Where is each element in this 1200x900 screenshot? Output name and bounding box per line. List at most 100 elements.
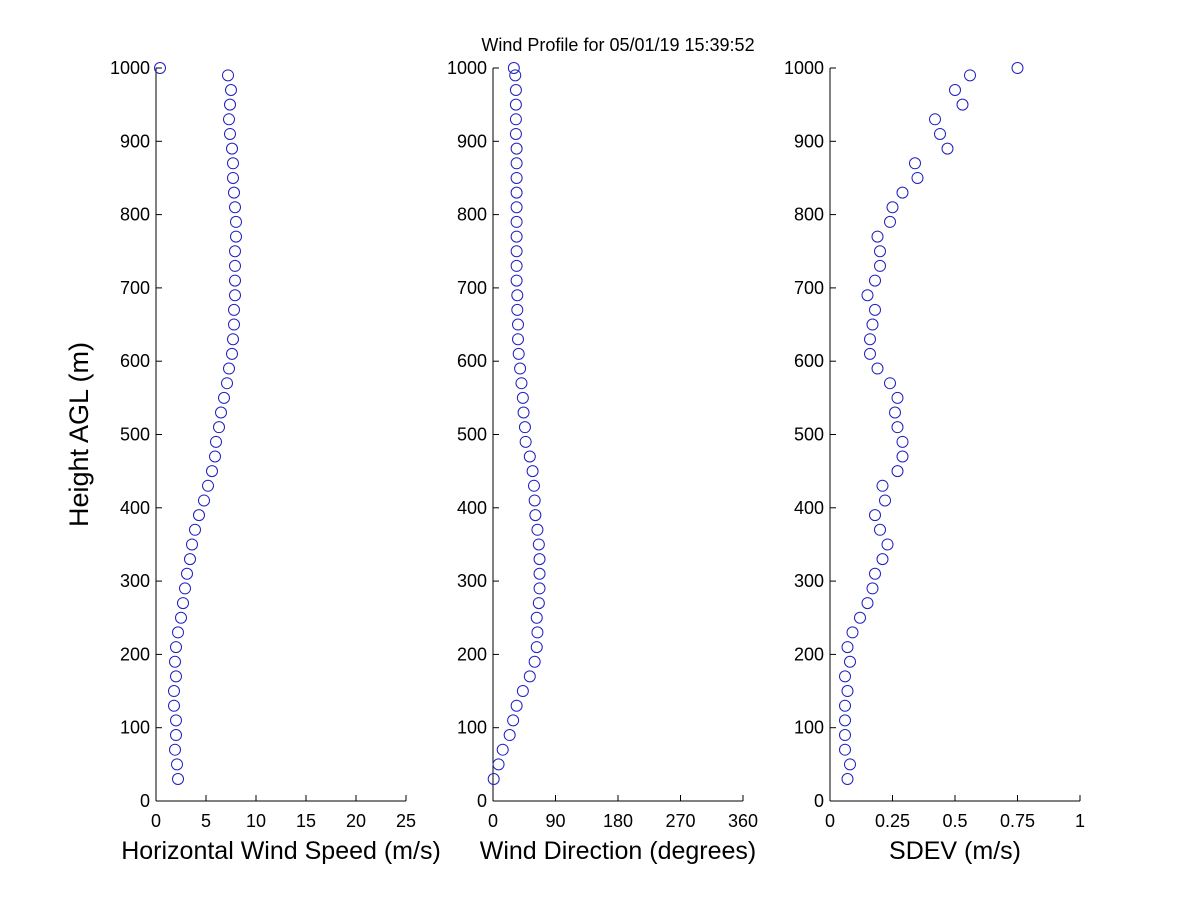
y-tick-label: 200 xyxy=(794,644,824,664)
point xyxy=(227,333,239,346)
point xyxy=(226,142,238,155)
point xyxy=(169,655,181,668)
point xyxy=(531,626,544,639)
point xyxy=(492,758,505,771)
x-tick-label: 270 xyxy=(665,811,695,831)
point xyxy=(533,553,546,566)
point xyxy=(206,465,218,478)
point xyxy=(909,157,921,170)
point xyxy=(507,62,520,74)
point xyxy=(531,523,544,536)
point xyxy=(839,743,851,756)
y-tick-label: 600 xyxy=(457,351,487,371)
point xyxy=(841,773,854,786)
y-tick-label: 200 xyxy=(120,644,150,664)
point xyxy=(518,421,531,434)
point xyxy=(866,318,879,331)
point xyxy=(510,245,523,258)
point xyxy=(510,274,523,287)
point xyxy=(869,509,881,522)
point xyxy=(879,494,891,507)
chart-title: Wind Profile for 05/01/19 15:39:52 xyxy=(481,35,754,55)
x-tick-label: 1 xyxy=(1075,811,1085,831)
point xyxy=(929,113,941,126)
point xyxy=(934,127,946,140)
point xyxy=(846,626,859,639)
y-tick-label: 1000 xyxy=(110,58,150,78)
x-tick-label: 0 xyxy=(151,811,161,831)
point xyxy=(532,538,545,551)
x-tick-label: 0 xyxy=(825,811,835,831)
point xyxy=(170,729,182,742)
point xyxy=(230,230,242,243)
point xyxy=(510,201,523,214)
point xyxy=(221,377,233,390)
point xyxy=(519,435,532,448)
point xyxy=(509,98,522,111)
point xyxy=(891,421,904,434)
point xyxy=(841,641,854,654)
y-tick-label: 0 xyxy=(140,791,150,811)
point xyxy=(154,62,166,74)
point xyxy=(891,391,904,404)
point xyxy=(510,186,523,199)
x-tick-label: 360 xyxy=(728,811,758,831)
y-tick-label: 500 xyxy=(794,425,824,445)
y-tick-label: 100 xyxy=(794,718,824,738)
point xyxy=(170,714,182,727)
point xyxy=(889,406,901,419)
point xyxy=(941,142,954,155)
point xyxy=(896,186,909,199)
point xyxy=(509,113,522,126)
point xyxy=(177,597,189,610)
point xyxy=(533,567,546,580)
x-tick-label: 0 xyxy=(488,811,498,831)
point xyxy=(839,670,851,683)
y-tick-label: 100 xyxy=(457,718,487,738)
point xyxy=(509,69,522,82)
point xyxy=(510,215,523,228)
point xyxy=(193,509,205,522)
point xyxy=(516,685,529,698)
point xyxy=(854,611,866,624)
y-tick-label: 700 xyxy=(120,278,150,298)
point xyxy=(169,743,181,756)
point xyxy=(529,509,542,522)
point xyxy=(896,435,909,448)
point xyxy=(189,523,201,536)
point xyxy=(844,655,856,668)
point xyxy=(511,303,524,316)
point xyxy=(507,714,520,727)
point xyxy=(530,611,543,624)
point xyxy=(512,333,524,346)
point xyxy=(523,670,536,683)
x-axis-label: Horizontal Wind Speed (m/s) xyxy=(121,837,441,865)
y-tick-label: 400 xyxy=(794,498,824,518)
point xyxy=(510,142,523,155)
y-tick-label: 900 xyxy=(457,131,487,151)
y-tick-label: 700 xyxy=(457,278,487,298)
point xyxy=(874,523,886,536)
point xyxy=(866,582,879,595)
y-tick-label: 800 xyxy=(120,205,150,225)
point xyxy=(516,391,529,404)
point xyxy=(530,641,543,654)
x-tick-label: 25 xyxy=(396,811,416,831)
point xyxy=(514,362,527,375)
point xyxy=(213,421,225,434)
point xyxy=(228,318,240,331)
point xyxy=(230,215,242,228)
x-tick-label: 180 xyxy=(603,811,633,831)
point xyxy=(861,597,874,610)
point xyxy=(864,347,876,360)
point xyxy=(186,538,198,551)
y-tick-label: 0 xyxy=(477,791,487,811)
point xyxy=(511,289,524,302)
point xyxy=(949,83,961,96)
point xyxy=(839,729,851,742)
y-tick-label: 600 xyxy=(794,351,824,371)
x-axis-label: SDEV (m/s) xyxy=(889,837,1021,865)
point xyxy=(229,245,241,258)
y-tick-label: 1000 xyxy=(784,58,824,78)
